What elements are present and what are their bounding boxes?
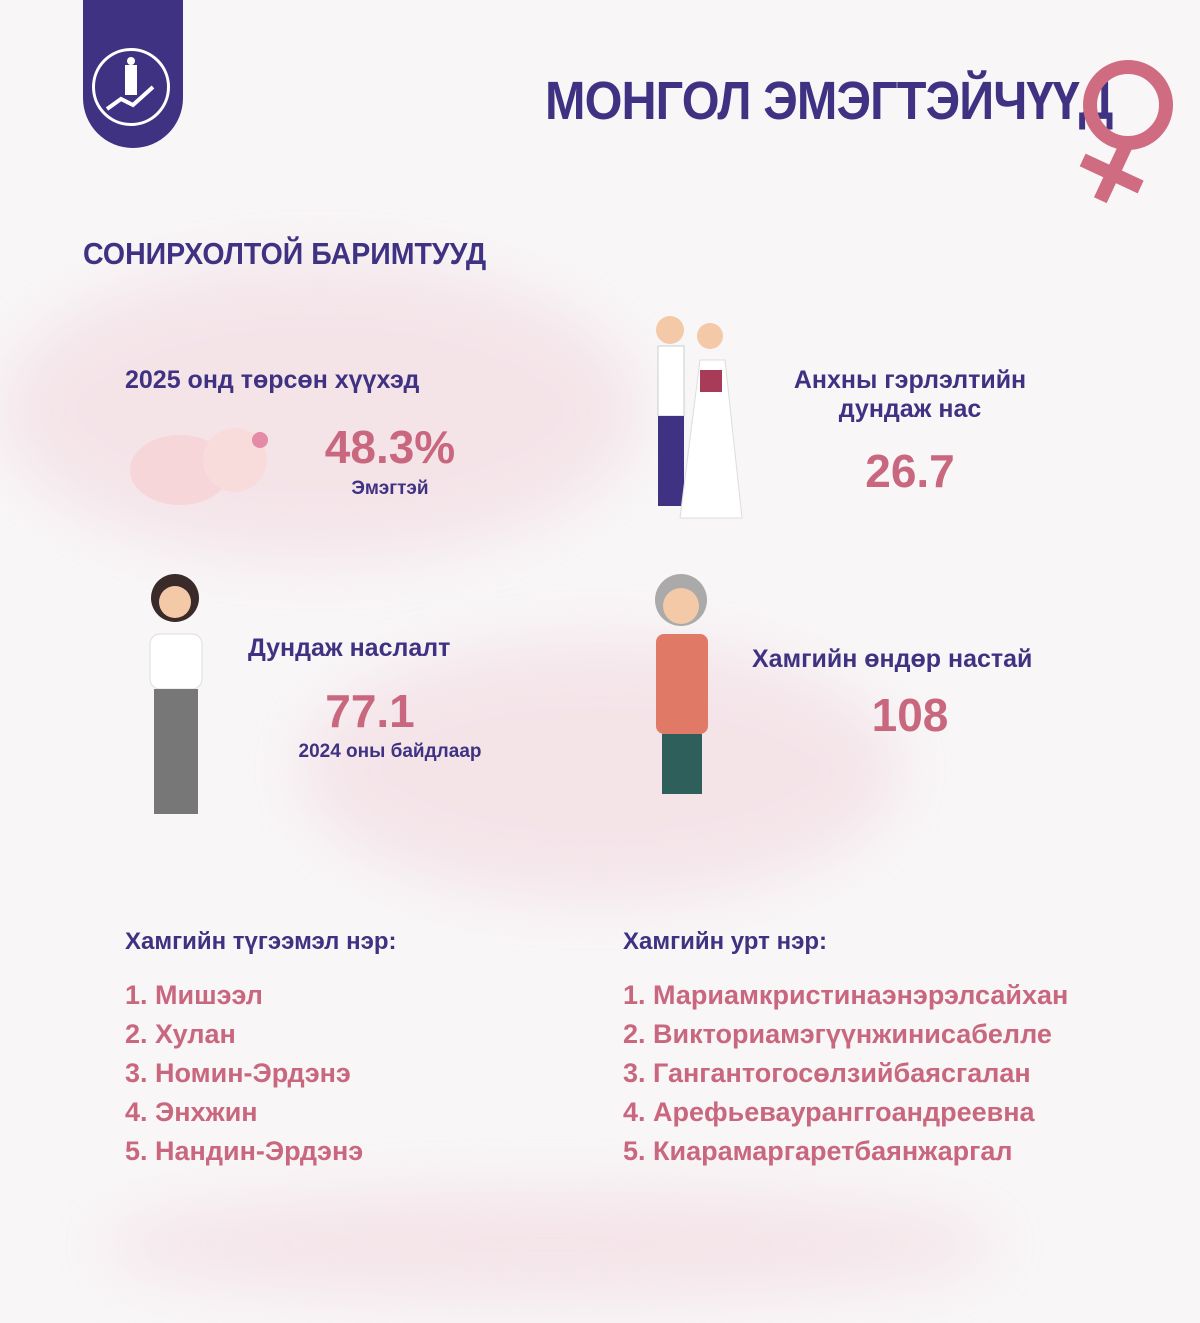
list-item: 2. Хулан <box>125 1019 236 1049</box>
common-names-title: Хамгийн түгээмэл нэр: <box>125 928 397 955</box>
marriage-label-line2: дундаж нас <box>838 395 982 423</box>
background-blob <box>300 640 900 900</box>
oldest-value: 108 <box>871 689 949 741</box>
list-item: 4. Энхжин <box>125 1097 258 1127</box>
baby-illustration <box>130 428 268 505</box>
oldest-label: Хамгийн өндөр настай <box>752 645 1033 673</box>
woman-illustration <box>149 574 203 814</box>
life-expectancy-note: 2024 оны байдлаар <box>298 741 482 762</box>
births-note: Эмэгтэй <box>351 478 429 499</box>
births-value: 48.3% <box>324 421 456 473</box>
life-expectancy-label: Дундаж наслалт <box>248 634 451 662</box>
long-names-list: 1. Мариамкристинаэнэрэлсайхан 2. Виктори… <box>623 976 1068 1171</box>
life-expectancy-value: 77.1 <box>325 685 415 737</box>
list-item: 3. Гангантогосөлзийбаясгалан <box>623 1058 1031 1088</box>
births-label: 2025 онд төрсөн хүүхэд <box>125 366 420 394</box>
list-item: 5. Киарамаргаретбаянжаргал <box>623 1136 1013 1166</box>
background-blob <box>100 1190 1000 1300</box>
list-item: 2. Викториамэгүүнжинисабелле <box>623 1019 1052 1049</box>
marriage-label: Анхны гэрлэлтийн дундаж нас <box>760 366 1060 424</box>
female-symbol-icon <box>1079 60 1173 204</box>
logo <box>83 0 183 148</box>
elderly-woman-illustration <box>655 574 708 794</box>
list-item: 1. Мишээл <box>125 980 263 1010</box>
list-item: 3. Номин-Эрдэнэ <box>125 1058 351 1088</box>
wedding-couple-illustration <box>656 316 743 519</box>
list-item: 4. Арефьевауранггоандреевна <box>623 1097 1035 1127</box>
long-names-title: Хамгийн урт нэр: <box>623 928 827 955</box>
soyombo-emblem-icon <box>92 48 170 126</box>
section-title: СОНИРХОЛТОЙ БАРИМТУУД <box>83 236 487 271</box>
page-title: МОНГОЛ ЭМЭГТЭЙЧҮҮД <box>545 71 1113 131</box>
marriage-value: 26.7 <box>865 445 955 497</box>
background-blob <box>0 260 640 560</box>
list-item: 1. Мариамкристинаэнэрэлсайхан <box>623 980 1069 1010</box>
common-names-list: 1. Мишээл 2. Хулан 3. Номин-Эрдэнэ 4. Эн… <box>125 976 363 1171</box>
marriage-label-line1: Анхны гэрлэлтийн <box>793 366 1027 394</box>
list-item: 5. Нандин-Эрдэнэ <box>125 1136 364 1166</box>
